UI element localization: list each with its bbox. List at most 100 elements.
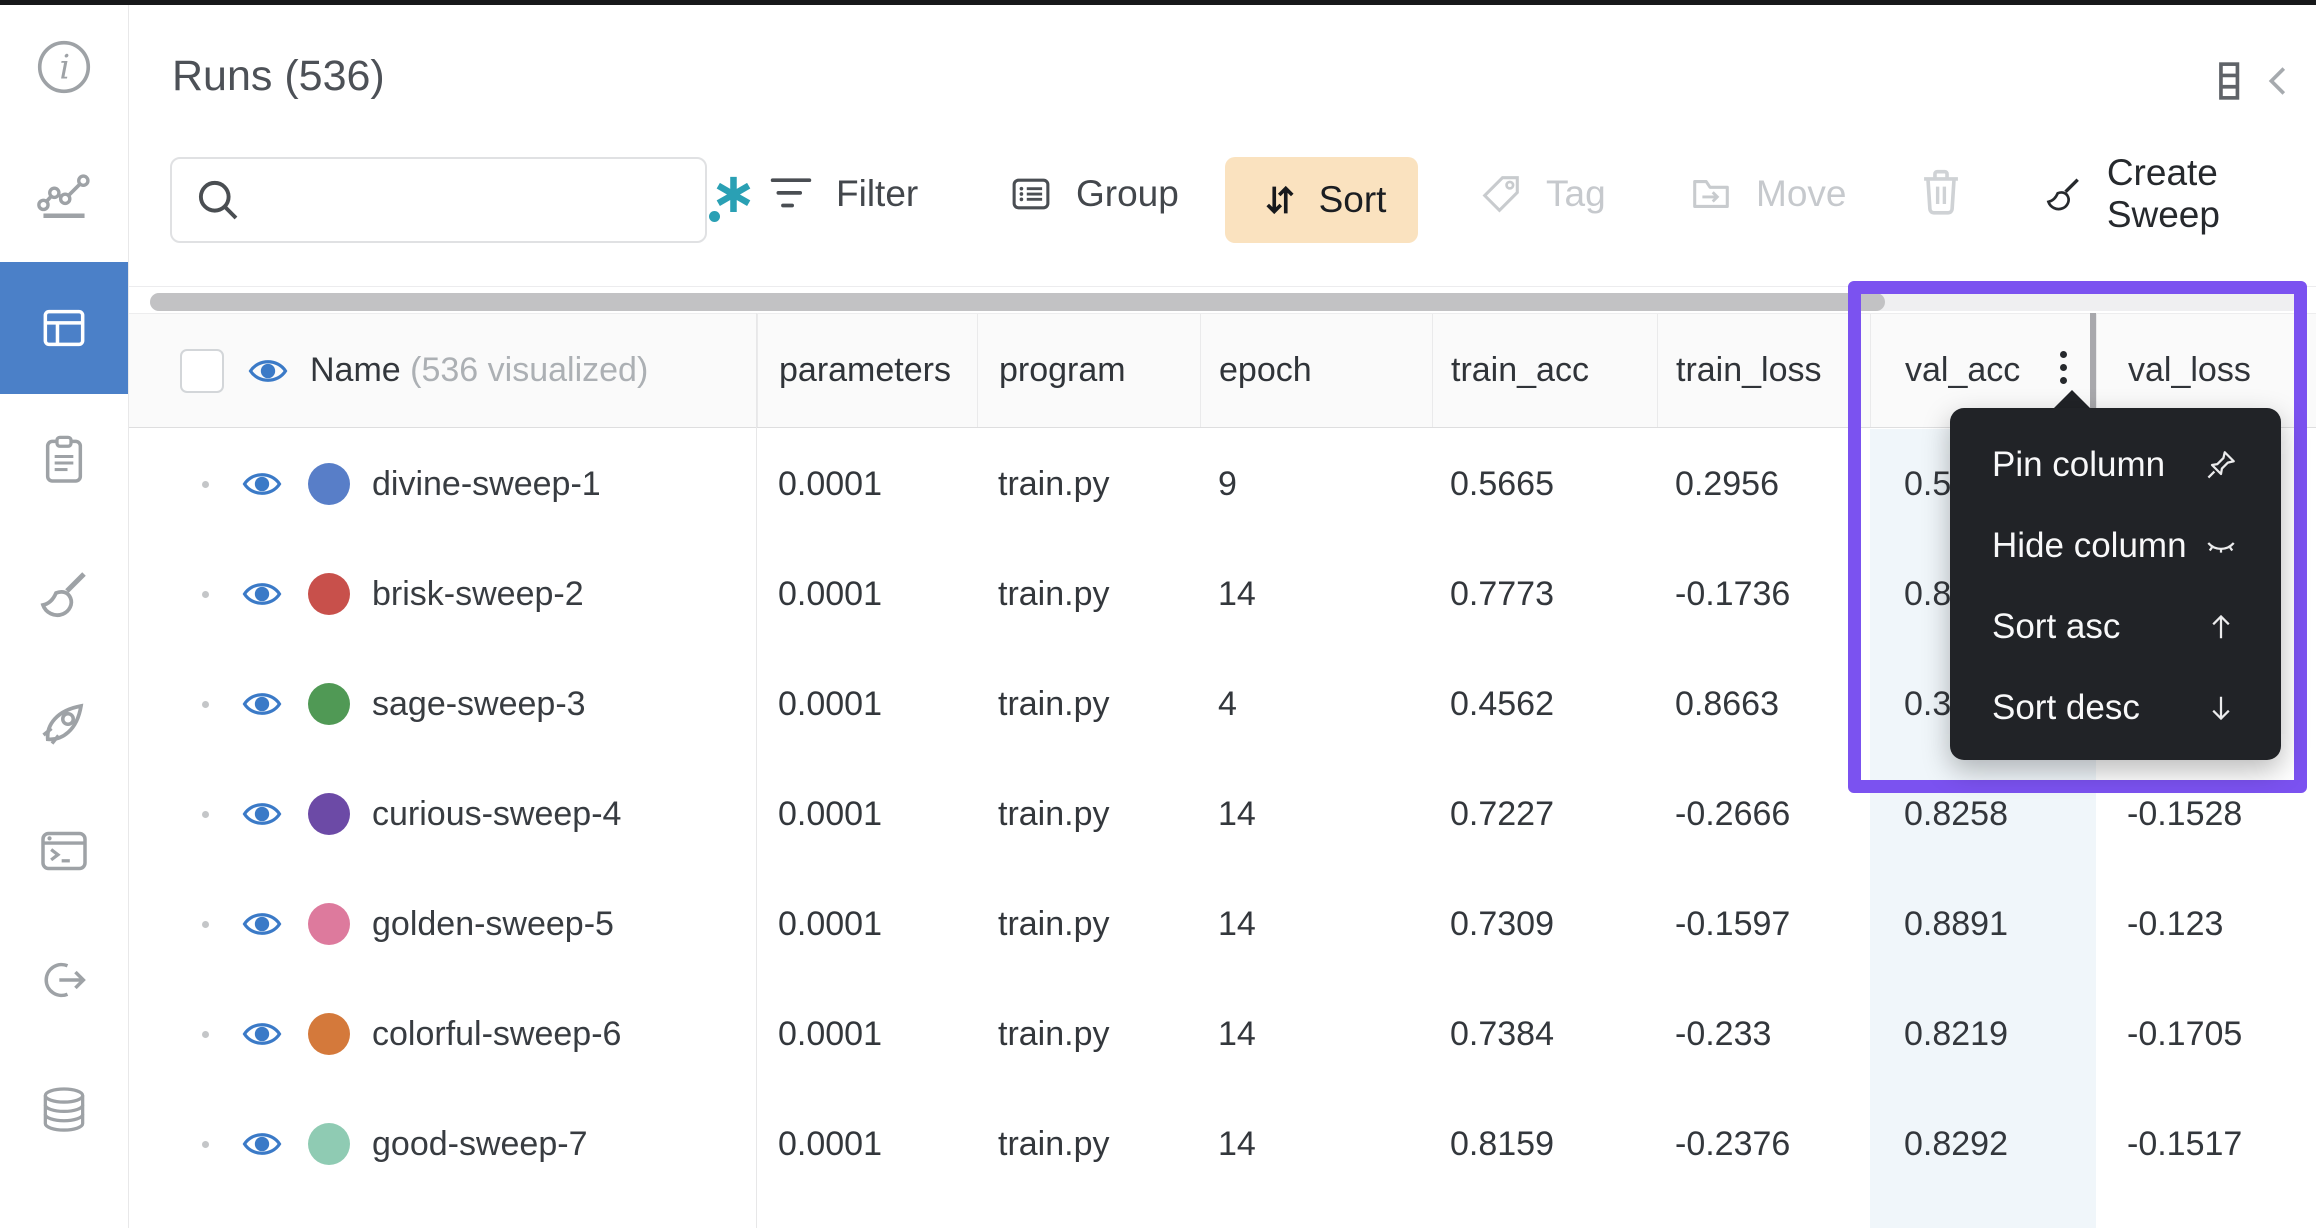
sidebar-item-logs[interactable] <box>0 819 128 883</box>
run-color-dot <box>308 463 350 505</box>
table-row[interactable]: divine-sweep-1 0.0001 train.py 9 0.5665 … <box>128 429 2316 539</box>
run-name-link[interactable]: colorful-sweep-6 <box>372 1014 622 1053</box>
sidebar-item-artifacts[interactable] <box>0 1078 128 1142</box>
database-icon <box>43 1087 85 1132</box>
tag-icon <box>1482 176 1519 213</box>
collapse-panel-button[interactable] <box>2256 58 2302 109</box>
menu-item-sort-asc[interactable]: Sort asc <box>1950 586 2281 667</box>
cell-val-acc: 0.5 <box>1904 464 1952 503</box>
table-row[interactable]: sage-sweep-3 0.0001 train.py 4 0.4562 0.… <box>128 649 2316 759</box>
cell-program: train.py <box>998 1124 1110 1163</box>
runs-search-box[interactable]: ∗ <box>170 157 757 243</box>
cell-val-acc: 0.8219 <box>1904 1014 2008 1053</box>
move-button-disabled[interactable]: Move <box>1688 166 1846 222</box>
table-header-row: Name (536 visualized) parameters program… <box>128 313 2316 428</box>
menu-item-sort-desc[interactable]: Sort desc <box>1950 667 2281 748</box>
filter-button[interactable]: Filter <box>768 166 918 222</box>
column-resize-handle[interactable] <box>2090 313 2096 443</box>
chevron-left-icon <box>2268 67 2286 95</box>
table-row[interactable]: good-sweep-7 0.0001 train.py 14 0.8159 -… <box>128 1089 2316 1199</box>
table-body: divine-sweep-1 0.0001 train.py 9 0.5665 … <box>128 429 2316 1199</box>
column-context-menu: Pin column Hide column Sort asc Sort des… <box>1950 408 2281 760</box>
visibility-eye-icon[interactable] <box>242 1124 282 1164</box>
run-name-link[interactable]: brisk-sweep-2 <box>372 574 584 613</box>
run-name-link[interactable]: sage-sweep-3 <box>372 684 586 723</box>
sidebar-item-overview[interactable]: i <box>0 35 128 99</box>
visibility-eye-icon[interactable] <box>242 574 282 614</box>
column-header-val-acc[interactable]: val_acc <box>1870 314 2096 427</box>
sidebar-item-sweeps[interactable] <box>0 562 128 626</box>
cell-train-acc: 0.8159 <box>1450 1124 1554 1163</box>
visibility-eye-icon[interactable] <box>242 684 282 724</box>
horizontal-scrollbar-thumb[interactable] <box>150 293 1885 311</box>
search-icon <box>198 180 238 220</box>
cell-program: train.py <box>998 574 1110 613</box>
menu-item-pin-column[interactable]: Pin column <box>1950 424 2281 505</box>
group-button[interactable]: Group <box>1008 166 1179 222</box>
column-header-parameters[interactable]: parameters <box>757 314 977 427</box>
table-row[interactable]: curious-sweep-4 0.0001 train.py 14 0.722… <box>128 759 2316 869</box>
column-header-program[interactable]: program <box>977 314 1200 427</box>
cell-epoch: 14 <box>1218 794 1256 833</box>
run-color-dot <box>308 573 350 615</box>
sidebar-item-jobs[interactable] <box>0 428 128 492</box>
cell-val-acc: 0.3 <box>1904 684 1952 723</box>
visibility-eye-icon[interactable] <box>242 464 282 504</box>
cell-epoch: 4 <box>1218 684 1237 723</box>
run-name-cell: golden-sweep-5 <box>128 869 757 979</box>
table-row[interactable]: golden-sweep-5 0.0001 train.py 14 0.7309… <box>128 869 2316 979</box>
column-header-epoch[interactable]: epoch <box>1200 314 1432 427</box>
tag-button-disabled[interactable]: Tag <box>1478 166 1606 222</box>
regex-toggle[interactable]: ∗ <box>703 161 759 232</box>
search-input[interactable] <box>256 179 703 221</box>
table-row[interactable]: colorful-sweep-6 0.0001 train.py 14 0.73… <box>128 979 2316 1089</box>
menu-item-hide-column[interactable]: Hide column <box>1950 505 2281 586</box>
sidebar-item-export[interactable] <box>0 948 128 1012</box>
visibility-eye-icon[interactable] <box>242 904 282 944</box>
run-name-link[interactable]: divine-sweep-1 <box>372 464 601 503</box>
run-name-link[interactable]: good-sweep-7 <box>372 1124 588 1163</box>
sidebar-item-runs-table-selected[interactable] <box>0 262 128 394</box>
cell-program: train.py <box>998 464 1110 503</box>
delete-button-disabled[interactable] <box>1912 162 1970 225</box>
run-name-cell: curious-sweep-4 <box>128 759 757 869</box>
run-color-dot <box>308 793 350 835</box>
create-sweep-button[interactable]: Create Sweep <box>2042 152 2316 235</box>
val-acc-column-menu-button[interactable] <box>2060 351 2067 384</box>
sidebar-item-charts[interactable] <box>0 162 128 226</box>
window-top-edge <box>0 0 2316 5</box>
run-color-dot <box>308 903 350 945</box>
visibility-eye-icon[interactable] <box>242 794 282 834</box>
cell-train-loss: -0.2666 <box>1675 794 1791 833</box>
filter-icon <box>770 178 812 208</box>
run-name-cell: colorful-sweep-6 <box>128 979 757 1089</box>
drag-handle-dot <box>202 480 209 488</box>
sidebar-item-launch[interactable] <box>0 691 128 755</box>
trash-icon <box>1924 169 1958 215</box>
arrow-down-icon <box>2212 696 2230 720</box>
cell-parameters: 0.0001 <box>778 464 882 503</box>
drag-handle-dot <box>202 1140 209 1148</box>
run-name-link[interactable]: curious-sweep-4 <box>372 794 622 833</box>
sweep-broom-icon <box>40 572 86 617</box>
table-row[interactable]: brisk-sweep-2 0.0001 train.py 14 0.7773 … <box>128 539 2316 649</box>
column-header-val-loss[interactable]: val_loss <box>2096 314 2316 427</box>
cell-train-acc: 0.4562 <box>1450 684 1554 723</box>
visibility-eye-icon[interactable] <box>248 351 288 391</box>
run-name-link[interactable]: golden-sweep-5 <box>372 904 614 943</box>
run-color-dot <box>308 1013 350 1055</box>
visibility-eye-icon[interactable] <box>242 1014 282 1054</box>
sort-button-active[interactable]: Sort <box>1225 157 1418 243</box>
run-color-dot <box>308 1123 350 1165</box>
select-all-checkbox[interactable] <box>180 348 224 393</box>
run-name-cell: brisk-sweep-2 <box>128 539 757 649</box>
toggle-columns-panel-button[interactable] <box>2206 58 2252 109</box>
column-header-train-acc[interactable]: train_acc <box>1432 314 1657 427</box>
svg-text:i: i <box>59 47 70 86</box>
arrow-up-icon <box>2212 614 2230 638</box>
cell-train-loss: 0.8663 <box>1675 684 1779 723</box>
cell-epoch: 14 <box>1218 904 1256 943</box>
column-header-train-loss[interactable]: train_loss <box>1657 314 1870 427</box>
sort-arrows-icon <box>1266 185 1294 215</box>
